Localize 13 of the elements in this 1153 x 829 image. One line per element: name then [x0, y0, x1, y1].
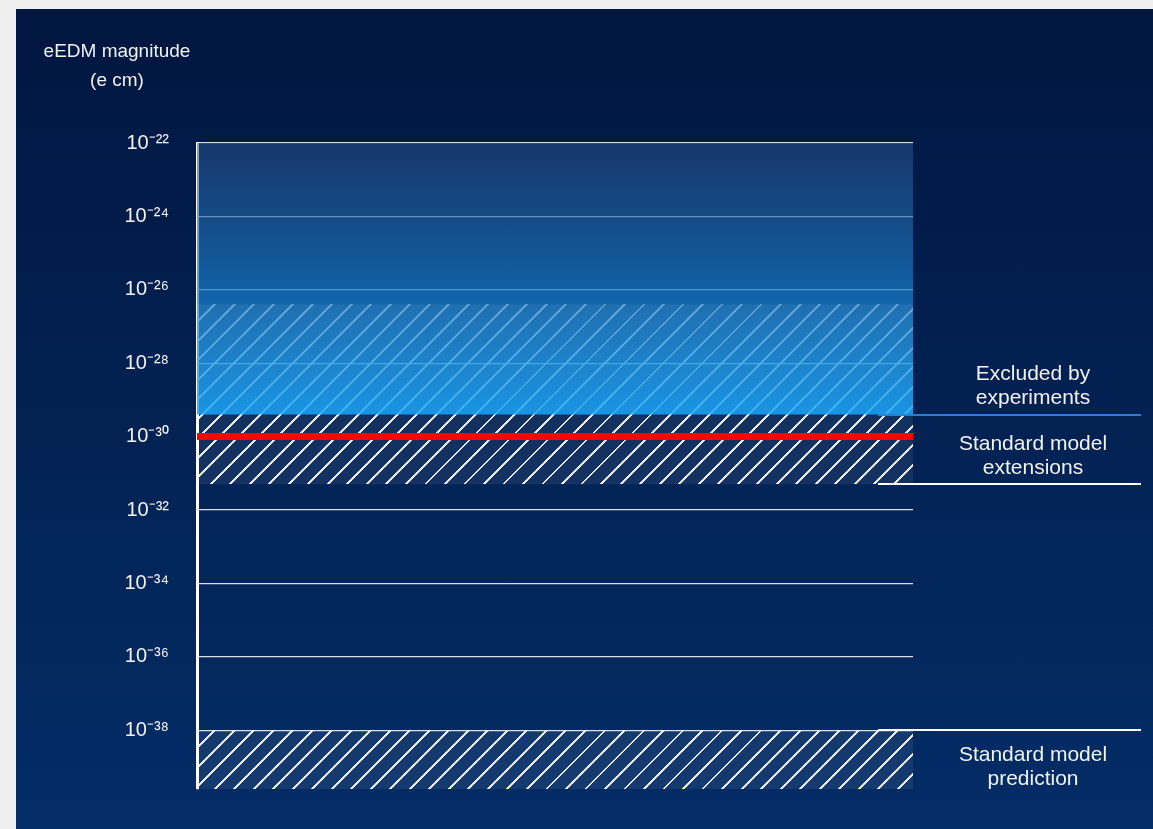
band-label: Excluded by experiments [975, 360, 1091, 408]
y-axis-title: eEDM magnitude (e cm) [42, 39, 192, 92]
y-tick-label: 10⁻³⁴ [124, 570, 169, 593]
y-tick-label: 10⁻³⁸ [124, 717, 169, 740]
band-label: Standard model extensions [958, 430, 1108, 478]
y-tick-label: 10⁻²² [126, 130, 170, 153]
y-tick-label: 10⁻²⁶ [124, 277, 169, 300]
band-label: Standard model prediction [958, 741, 1108, 789]
y-tick-label: 10⁻²⁴ [124, 203, 169, 226]
y-tick-label: 10⁻²⁸ [124, 350, 169, 373]
y-tick-label: 10⁻³⁶ [124, 644, 169, 667]
y-tick-label: 10⁻³⁰ [126, 424, 169, 447]
y-tick-label: 10⁻³² [126, 497, 170, 520]
